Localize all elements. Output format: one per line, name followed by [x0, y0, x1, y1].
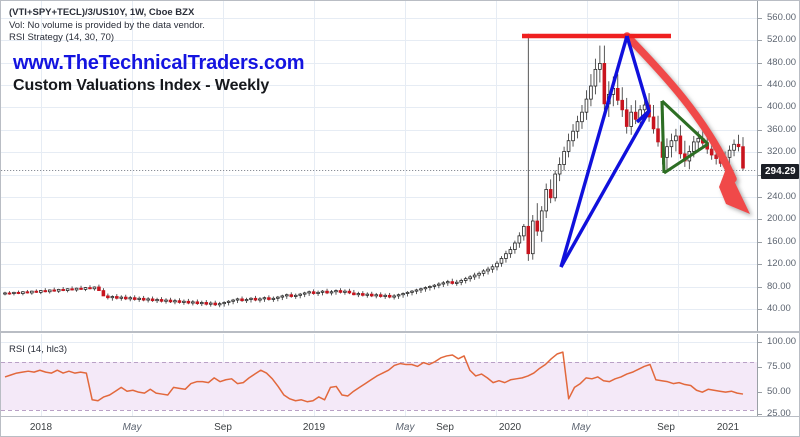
rsi-chart-pane[interactable]	[1, 334, 757, 416]
price-axis-tick: 440.00	[767, 79, 797, 90]
price-axis-tickmark	[758, 175, 762, 176]
rsi-axis-tick: 100.00	[767, 336, 797, 347]
rsi-band	[1, 362, 757, 410]
price-axis-tickmark	[758, 130, 762, 131]
rsi-legend: RSI (14, hlc3)	[9, 344, 68, 355]
rsi-axis-tick: 50.00	[767, 386, 791, 397]
price-axis-tick: 160.00	[767, 236, 797, 247]
time-axis-tick: May	[571, 422, 591, 433]
time-axis-tick: May	[122, 422, 142, 433]
price-axis-tickmark	[758, 107, 762, 108]
watermark-subtitle: Custom Valuations Index - Weekly	[13, 77, 270, 94]
price-axis-tick: 520.00	[767, 34, 797, 45]
last-price-badge[interactable]: 294.29	[761, 164, 799, 179]
price-axis-tickmark	[758, 264, 762, 265]
time-axis-tick: Sep	[214, 422, 232, 433]
price-chart-pane[interactable]	[1, 1, 757, 331]
price-axis-tick: 200.00	[767, 213, 797, 224]
price-axis-divider	[757, 1, 758, 331]
price-axis-tickmark	[758, 85, 762, 86]
trendline-annotation	[559, 35, 651, 268]
time-axis-tick: Sep	[436, 422, 454, 433]
time-axis-tick: 2021	[716, 422, 740, 433]
price-axis-tickmark	[758, 197, 762, 198]
price-axis-tick: 360.00	[767, 124, 797, 135]
down-arrow-annotation	[623, 32, 750, 214]
rsi-axis-divider	[757, 334, 758, 416]
time-axis-tick: Sep	[657, 422, 675, 433]
rsi-axis-tickmark	[758, 342, 762, 343]
xaxis-divider	[1, 416, 800, 417]
time-axis-tick: 2020	[498, 422, 522, 433]
price-axis-tickmark	[758, 287, 762, 288]
rsi-axis-tick: 75.00	[767, 361, 791, 372]
watermark: www.TheTechnicalTraders.com Custom Valua…	[13, 51, 305, 97]
time-axis-tick: 2018	[29, 422, 53, 433]
rsi-axis-tickmark	[758, 414, 762, 415]
price-axis-tickmark	[758, 18, 762, 19]
price-axis-tick: 400.00	[767, 101, 797, 112]
rsi-line	[4, 351, 744, 403]
price-axis-tickmark	[758, 219, 762, 220]
price-axis-tickmark	[758, 40, 762, 41]
price-axis-tick: 480.00	[767, 57, 797, 68]
triangle-annotation	[660, 99, 710, 175]
price-axis-tickmark	[758, 242, 762, 243]
price-axis-tick: 120.00	[767, 258, 797, 269]
time-axis-tick: May	[395, 422, 415, 433]
rsi-axis-tickmark	[758, 392, 762, 393]
price-axis-tick: 40.00	[767, 303, 791, 314]
horizontal-gridlines	[1, 18, 757, 310]
rsi-axis-tickmark	[758, 367, 762, 368]
watermark-url: www.TheTechnicalTraders.com	[13, 52, 305, 74]
vertical-gridlines	[41, 1, 679, 331]
time-axis-tick: 2019	[302, 422, 326, 433]
price-axis-tick: 80.00	[767, 281, 791, 292]
price-axis-tickmark	[758, 63, 762, 64]
rsi-axis-tick: 25.00	[767, 408, 791, 419]
price-axis-tickmark	[758, 309, 762, 310]
price-axis-tick: 320.00	[767, 146, 797, 157]
pane-divider[interactable]	[1, 331, 800, 333]
price-axis-tick: 560.00	[767, 12, 797, 23]
price-axis-tickmark	[758, 152, 762, 153]
price-axis-tick: 240.00	[767, 191, 797, 202]
